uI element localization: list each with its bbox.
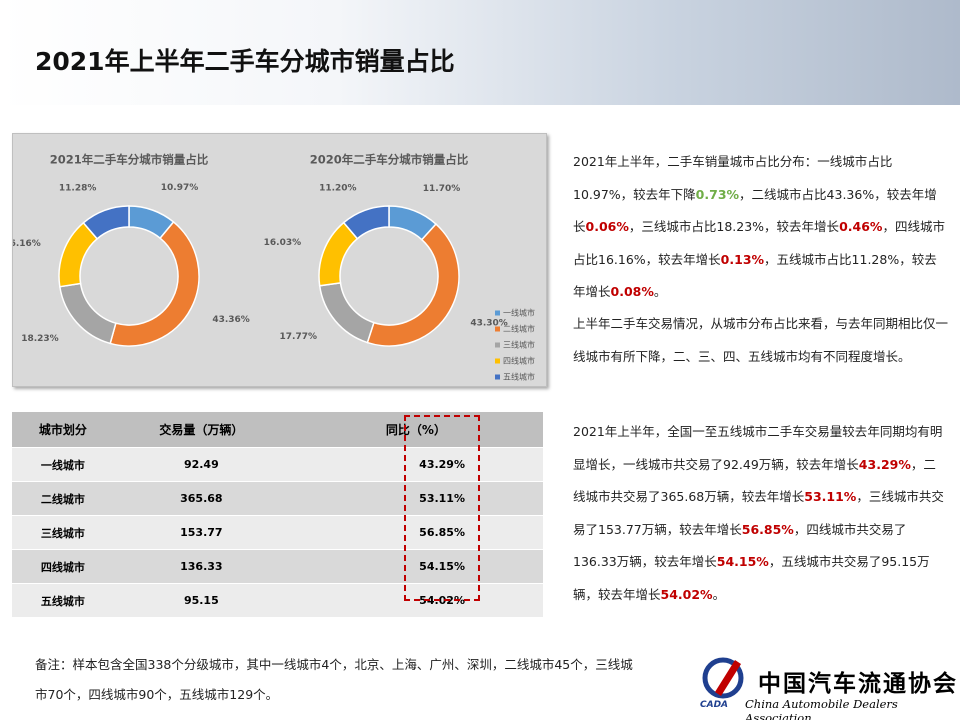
value-label: 11.28% — [59, 183, 97, 193]
highlight-run: 0.46% — [839, 219, 883, 234]
table-cell: 二线城市 — [12, 481, 114, 516]
highlight-run: 43.29% — [858, 456, 911, 472]
chart-title: 2020年二手车分城市销量占比 — [310, 153, 469, 167]
table-cell: 95.15 — [113, 583, 289, 618]
legend-label: 三线城市 — [503, 340, 535, 350]
legend-swatch — [495, 310, 500, 316]
text-run: ，四线城市占比16.16%，较去年增长 — [573, 219, 945, 267]
text-run: ，三线城市占比18.23%，较去年增长 — [628, 219, 840, 234]
value-label: 16.03% — [264, 238, 302, 248]
table-cell: 92.49 — [113, 447, 289, 482]
value-label: 43.30% — [470, 319, 508, 329]
legend-swatch — [495, 374, 500, 380]
donut-segment — [318, 281, 375, 344]
highlight-run: 0.06% — [585, 219, 629, 234]
highlight-run: 0.13% — [720, 251, 765, 267]
chart-title: 2021年二手车分城市销量占比 — [50, 153, 209, 167]
legend-swatch — [495, 326, 500, 332]
header-cell: 同比（%） — [288, 412, 543, 448]
logo-english: China Automobile Dealers Association — [745, 697, 898, 720]
table-cell: 54.15% — [288, 549, 543, 584]
table-row: 三线城市 153.77 56.85% — [12, 515, 543, 550]
legend-label: 二线城市 — [503, 324, 535, 334]
donut-segment — [58, 282, 117, 345]
highlight-run: 0.08% — [610, 284, 654, 299]
table-row: 五线城市 95.15 54.02% — [12, 583, 543, 618]
table-cell: 五线城市 — [12, 583, 114, 618]
chart-panel: 2021年二手车分城市销量占比 10.97% 43.36% 18.23% 16.16% 1… — [3, 133, 547, 387]
text-run: 上半年二手车交易情况，从城市分布占比来看，与去年同期相比仅一线城市有所下降，二、… — [573, 316, 949, 364]
table-cell: 365.68 — [113, 481, 289, 516]
text-run: ，五线城市共交易了95.15万辆，较去年增长 — [573, 554, 930, 602]
value-label: 10.97% — [161, 183, 199, 193]
highlight-box — [404, 415, 480, 601]
text-run: 。 — [712, 586, 726, 602]
donut-segment — [109, 220, 200, 347]
header-cell: 交易量（万辆） — [113, 412, 289, 448]
text-run: ，二线城市共交易了365.68万辆，较去年增长 — [573, 456, 936, 505]
highlight-run: 0.73% — [695, 186, 740, 202]
paragraph: 2021年上半年，全国一至五线城市二手车交易量较去年同期均有明显增长，一线城市共… — [573, 416, 948, 611]
highlight-run: 53.11% — [804, 489, 857, 504]
value-label: 17.77% — [280, 332, 318, 342]
slide-title: 2021年上半年二手车分城市销量占比 — [35, 47, 455, 76]
legend-label: 四线城市 — [503, 356, 535, 366]
table-cell: 153.77 — [113, 515, 289, 550]
text-run: 2021年上半年，全国一至五线城市二手车交易量较去年同期均有明显增长，一线城市共… — [573, 424, 943, 472]
header-cell: 城市划分 — [12, 412, 114, 448]
text-run: ，四线城市共交易了136.33万辆，较去年增长 — [573, 521, 907, 570]
text-run: 2021年上半年，二手车销量城市占比分布：一线城市占比10.97%，较去年下降 — [573, 154, 893, 202]
table-cell: 136.33 — [113, 549, 289, 584]
paragraph: 上半年二手车交易情况，从城市分布占比来看，与去年同期相比仅一线城市有所下降，二、… — [573, 308, 948, 373]
table-cell: 53.11% — [288, 481, 543, 516]
table-cell: 三线城市 — [12, 515, 114, 550]
donut-segment — [366, 223, 460, 347]
logo-graphic — [702, 657, 744, 699]
highlight-run: 54.02% — [660, 586, 713, 602]
text-run: ，五线城市占比11.28%，较去年增长 — [573, 251, 937, 300]
legend-swatch — [495, 342, 500, 348]
table-cell: 56.85% — [288, 515, 543, 550]
table-row: 四线城市 136.33 54.15% — [12, 549, 543, 584]
table-cell: 一线城市 — [12, 447, 114, 482]
table-row: 二线城市 365.68 53.11% — [12, 481, 543, 516]
value-label: 11.70% — [423, 184, 461, 194]
text-run: ，二线城市占比43.36%，较去年增长 — [573, 186, 937, 235]
table-cell: 43.29% — [288, 447, 543, 482]
table-header: 城市划分 交易量（万辆） 同比（%） — [12, 412, 543, 448]
legend-label: 五线城市 — [503, 372, 535, 382]
donut-segment — [82, 205, 130, 240]
legend-swatch — [495, 358, 500, 364]
text-run: 。 — [653, 284, 667, 299]
highlight-run: 56.85% — [741, 521, 794, 537]
logo-mark: CADA — [700, 700, 729, 710]
table-cell: 四线城市 — [12, 549, 114, 584]
donut-charts: 2021年二手车分城市销量占比 10.97% 43.36% 18.23% 16.16% 1… — [3, 153, 535, 382]
value-label: 11.20% — [319, 183, 357, 193]
value-label: 43.36% — [212, 315, 250, 325]
data-table: 城市划分 交易量（万辆） 同比（%） 一线城市 92.49 43.29% 二线城市 365.6… — [12, 412, 543, 618]
footnote: 备注：样本包含全国338个分级城市，其中一线城市4个，北京、上海、广州、深圳，二… — [35, 657, 633, 702]
value-label: 18.23% — [21, 334, 59, 344]
highlight-run: 54.15% — [716, 554, 769, 569]
legend-label: 一线城市 — [503, 308, 535, 318]
logo-name: 中国汽车流通协会 — [758, 670, 958, 697]
header-band — [0, 0, 960, 105]
value-label: 16.16% — [13, 239, 41, 249]
donut-segment — [342, 205, 390, 240]
table-row: 一线城市 92.49 43.29% — [12, 447, 543, 482]
text-run: ，三线城市共交易了153.77万辆，较去年增长 — [573, 489, 944, 537]
paragraph: 2021年上半年，二手车销量城市占比分布：一线城市占比10.97%，较去年下降0… — [573, 146, 948, 309]
